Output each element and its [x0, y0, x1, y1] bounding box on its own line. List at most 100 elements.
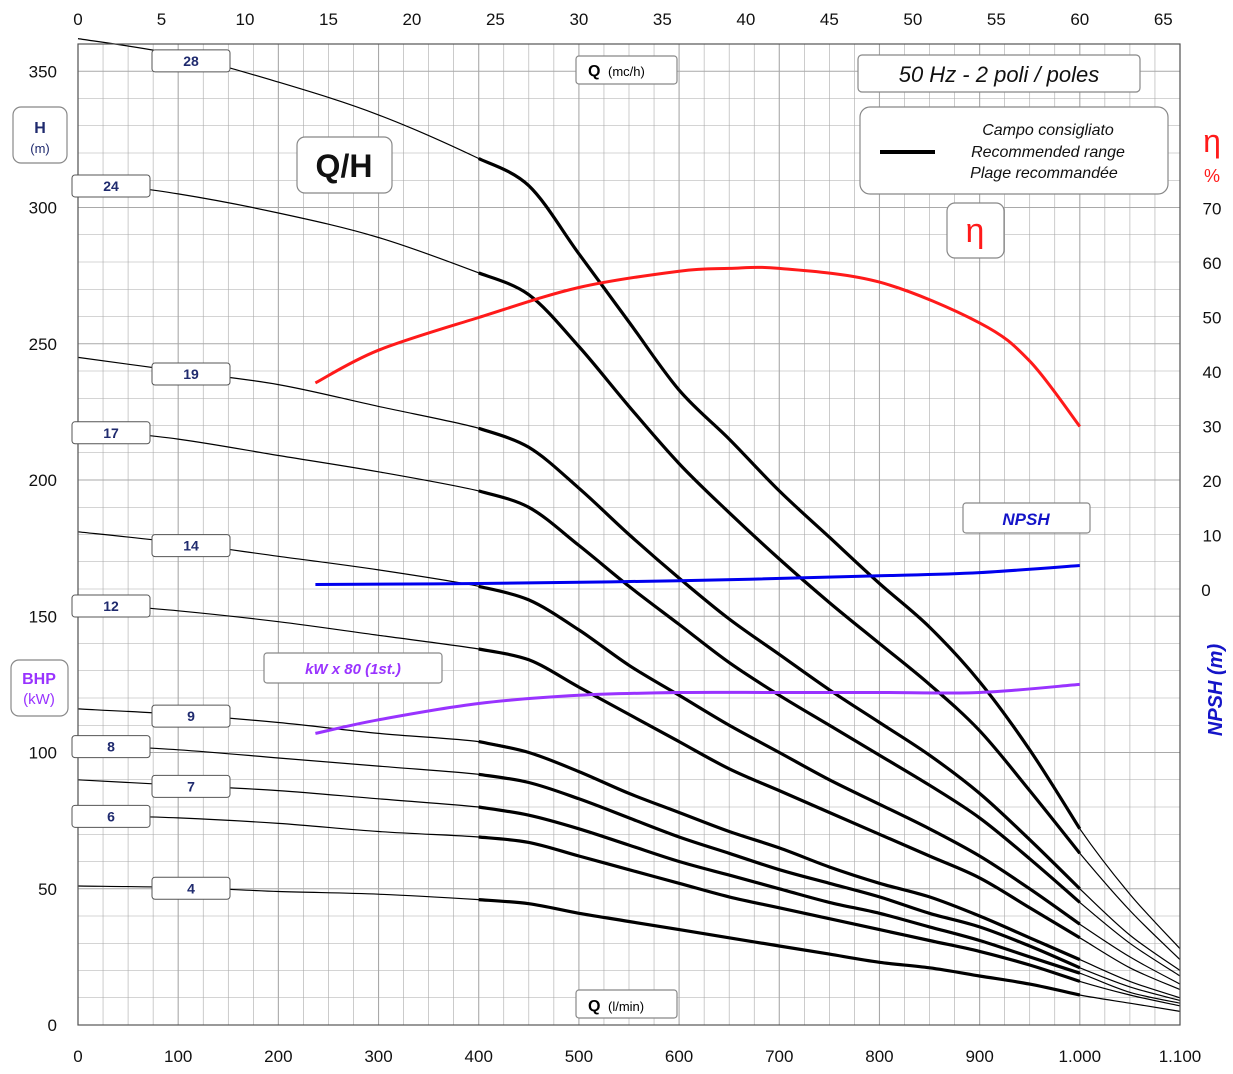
stage-label-6: 6	[71, 804, 151, 828]
stage-label-box	[151, 876, 231, 900]
stage-label-text: 12	[103, 598, 119, 614]
power-badge-text: kW x 80 (1st.)	[305, 661, 401, 678]
stage-label-box	[151, 49, 231, 73]
efficiency-axis-eta: η	[1203, 123, 1221, 159]
top-axis-unit: (mc/h)	[608, 64, 645, 79]
stage-recommended-range-6	[478, 835, 1081, 983]
stage-label-14: 14	[151, 534, 231, 558]
legend-line-3: Plage recommandée	[970, 165, 1118, 182]
top-tick-label: 35	[653, 10, 672, 29]
y-tick-label: 50	[38, 880, 57, 899]
stage-label-box	[151, 362, 231, 386]
top-tick-label: 20	[402, 10, 421, 29]
efficiency-axis-percent: %	[1204, 166, 1220, 186]
npsh-axis-title: NPSH (m)	[1205, 644, 1227, 737]
top-tick-label: 15	[319, 10, 338, 29]
y-tick-label: 250	[29, 335, 57, 354]
stage-label-19: 19	[151, 362, 231, 386]
x-tick-label: 300	[364, 1047, 392, 1066]
stage-label-17: 17	[71, 421, 151, 445]
npsh-badge: NPSH	[962, 502, 1091, 534]
top-tick-label: 10	[236, 10, 255, 29]
eta-tick-label: 30	[1203, 418, 1222, 437]
chart-title: Q/H	[296, 136, 393, 194]
eta-tick-label: 10	[1203, 527, 1222, 546]
stage-label-box	[71, 594, 151, 618]
x-tick-label: 1.000	[1059, 1047, 1102, 1066]
stage-label-text: 24	[103, 178, 119, 194]
stage-recommended-range-14	[478, 584, 1081, 926]
frequency-text: 50 Hz - 2 poli / poles	[899, 62, 1100, 87]
y-tick-label: 350	[29, 62, 57, 81]
stage-recommended-range-17	[478, 489, 1081, 904]
top-tick-label: 5	[157, 10, 166, 29]
top-tick-label: 45	[820, 10, 839, 29]
top-tick-label: 60	[1070, 10, 1089, 29]
stage-recommended-range-9	[478, 740, 1081, 962]
stage-recommended-range-28	[477, 157, 1082, 830]
eta-tick-label: 20	[1203, 472, 1222, 491]
top-tick-label: 40	[736, 10, 755, 29]
frequency-note: 50 Hz - 2 poli / poles	[857, 54, 1141, 93]
stage-label-box	[71, 804, 151, 828]
curve-13	[315, 682, 1080, 735]
y-tick-label: 300	[29, 199, 57, 218]
x-tick-label: 100	[164, 1047, 192, 1066]
stage-label-text: 7	[187, 778, 195, 794]
top-tick-label: 0	[73, 10, 82, 29]
top-axis-label: Q (mc/h)	[575, 55, 678, 85]
x-tick-label: 400	[465, 1047, 493, 1066]
stage-label-24: 24	[71, 174, 151, 198]
stage-label-9: 9	[151, 704, 231, 728]
stage-recommended-range-7	[478, 805, 1081, 975]
curves	[77, 38, 1181, 1012]
top-tick-label: 50	[903, 10, 922, 29]
eta-tick-label: 50	[1203, 309, 1222, 328]
y-tick-label: 0	[48, 1016, 57, 1035]
bottom-axis-q: Q	[588, 998, 600, 1015]
stage-label-box	[151, 704, 231, 728]
curve-11	[314, 265, 1081, 428]
bottom-axis-label: Q (l/min)	[575, 989, 678, 1019]
efficiency-badge-text: η	[966, 212, 985, 250]
stage-label-box	[71, 421, 151, 445]
stage-recommended-range-4	[478, 898, 1081, 997]
stage-recommended-range-24	[478, 271, 1082, 855]
chart-title-text: Q/H	[316, 148, 373, 184]
stage-label-text: 28	[183, 53, 199, 69]
legend-line-2: Recommended range	[971, 144, 1125, 161]
stage-label-4: 4	[151, 876, 231, 900]
eta-tick-label: 40	[1203, 363, 1222, 382]
x-tick-label: 900	[965, 1047, 993, 1066]
top-tick-label: 65	[1154, 10, 1173, 29]
stage-label-7: 7	[151, 774, 231, 798]
stage-label-text: 14	[183, 538, 199, 554]
top-tick-label: 30	[569, 10, 588, 29]
top-tick-label: 55	[987, 10, 1006, 29]
stage-label-box	[151, 774, 231, 798]
y-tick-label: 150	[29, 607, 57, 626]
x-tick-label: 500	[565, 1047, 593, 1066]
x-tick-label: 700	[765, 1047, 793, 1066]
grid	[77, 43, 1181, 1026]
bhp-axis-unit: (kW)	[23, 691, 55, 708]
stage-label-box	[151, 534, 231, 558]
stage-label-box	[71, 174, 151, 198]
left-axis-m: (m)	[30, 141, 50, 156]
x-tick-label: 600	[665, 1047, 693, 1066]
top-axis-q: Q	[588, 63, 600, 80]
plot-frame	[77, 43, 1181, 1026]
npsh-tick-label: 0	[1201, 581, 1210, 600]
y-tick-label: 200	[29, 471, 57, 490]
bottom-axis-unit: (l/min)	[608, 999, 644, 1014]
legend: Campo consigliato Recommended range Plag…	[859, 106, 1169, 195]
stage-recommended-range-8	[478, 772, 1081, 970]
power-badge: kW x 80 (1st.)	[263, 652, 443, 684]
bhp-axis-label: BHP	[22, 671, 56, 688]
x-tick-label: 800	[865, 1047, 893, 1066]
stage-recommended-range-12	[478, 647, 1081, 940]
left-axis-title: H (m)	[12, 106, 68, 164]
